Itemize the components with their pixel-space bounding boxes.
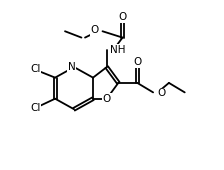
Text: O: O: [157, 88, 165, 98]
Text: NH: NH: [110, 45, 125, 55]
Text: O: O: [90, 25, 99, 35]
Text: O: O: [134, 57, 142, 67]
Text: O: O: [118, 12, 127, 22]
Text: N: N: [68, 62, 75, 72]
Text: O: O: [103, 94, 111, 104]
Text: Cl: Cl: [30, 103, 40, 113]
Text: Cl: Cl: [30, 64, 40, 74]
